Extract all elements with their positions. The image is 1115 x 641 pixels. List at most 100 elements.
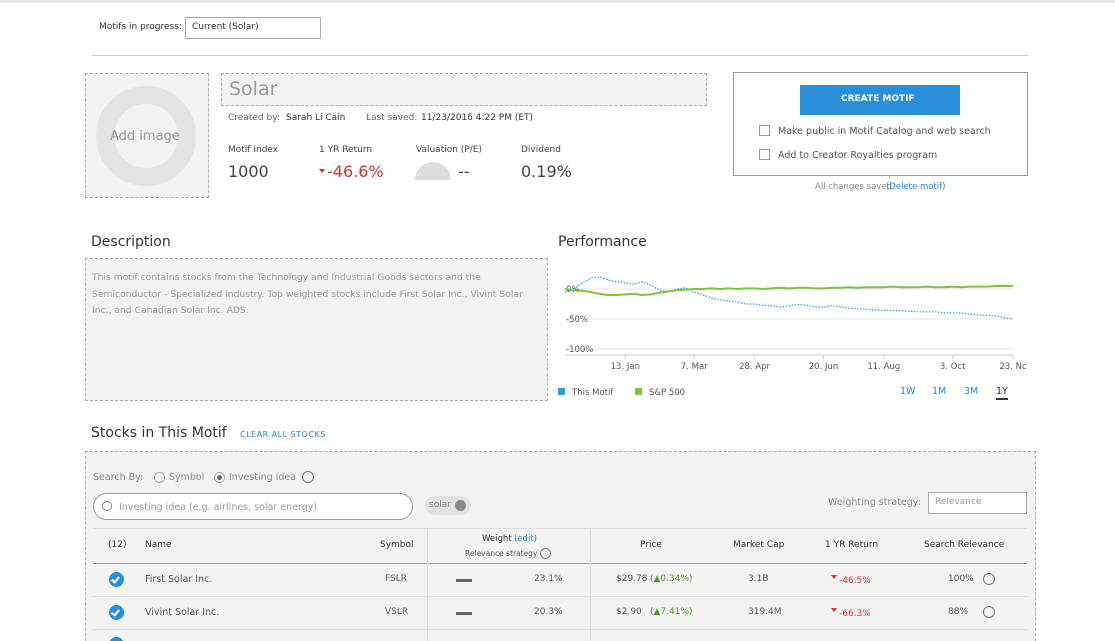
checkbox[interactable] <box>759 125 770 136</box>
label: Last saved: <box>366 113 418 123</box>
x-tick-label: 23. Nc <box>999 362 1027 372</box>
x-tick-label: 7. Mar <box>681 362 708 372</box>
help-icon <box>302 471 314 483</box>
weight: 23.1% <box>534 574 563 584</box>
edit-link[interactable]: (edit) <box>514 534 537 544</box>
stocks-box <box>85 451 1036 641</box>
col-head: Name <box>145 540 172 550</box>
market-cap: 319.4M <box>748 607 782 617</box>
tag-label: solar <box>429 500 451 510</box>
add-image[interactable]: Add image <box>110 129 180 144</box>
legend-swatch <box>635 388 642 395</box>
stat-value: -46.6% <box>319 164 384 180</box>
stat-label: 1 YR Return <box>319 145 373 155</box>
y-tick-label: -50% <box>566 315 588 325</box>
col-head: Symbol <box>380 540 414 550</box>
market-cap: 3.1B <box>748 574 769 584</box>
table-line <box>93 528 1027 529</box>
radio <box>214 472 225 483</box>
price-change: (▲7.41%) <box>650 607 693 617</box>
stock-name: Vivint Solar Inc. <box>145 607 220 618</box>
selected-check <box>109 572 124 587</box>
relevance: 100% <box>948 574 974 584</box>
x-tick-label: 13. Jan <box>611 362 640 372</box>
stat-label: Dividend <box>521 145 561 155</box>
col-head: Price <box>640 540 662 550</box>
info-icon <box>983 573 995 585</box>
row-line <box>93 629 1027 630</box>
heading: Description <box>91 234 171 250</box>
select-value: Relevance <box>935 497 982 507</box>
search-input[interactable] <box>93 493 413 520</box>
range-button[interactable]: 1M <box>932 386 947 397</box>
label: Weighting strategy: <box>828 497 921 508</box>
range-button[interactable]: 1W <box>900 386 916 397</box>
delete-link[interactable]: (Delete motif) <box>886 182 946 192</box>
weight-slider <box>456 612 472 615</box>
clear-link[interactable]: CLEAR ALL STOCKS <box>240 430 326 439</box>
radio <box>154 472 165 483</box>
title-box[interactable] <box>221 73 707 106</box>
creator: Sarah Li Cain <box>286 113 346 123</box>
col-sub: Relevance strategy <box>465 549 538 558</box>
motif-title: Solar <box>229 78 278 100</box>
image-box[interactable] <box>85 73 209 198</box>
range-button[interactable]: 1Y <box>996 387 1008 400</box>
return: -46.5% <box>831 575 871 586</box>
col-head: (12) <box>108 540 127 550</box>
col-head: Market Cap <box>733 540 785 550</box>
symbol: FSLR <box>385 574 407 584</box>
search-icon <box>102 501 112 511</box>
x-tick-label: 3. Oct <box>940 362 966 372</box>
stock-name: First Solar Inc. <box>145 574 213 585</box>
radio-label[interactable]: Investing idea <box>229 472 297 483</box>
table-line <box>93 563 1027 564</box>
weight: 20.3% <box>534 607 563 617</box>
x-tick-label: 11. Aug <box>867 362 900 372</box>
stat-label: Motif Index <box>228 145 279 155</box>
y-tick-label: -100% <box>566 345 593 355</box>
weighting-select[interactable] <box>928 492 1027 514</box>
selected-check <box>109 637 124 641</box>
range-button[interactable]: 3M <box>964 386 979 397</box>
valuation-gauge <box>415 162 451 180</box>
description-text: This motif contains stocks from the Tech… <box>92 272 523 316</box>
placeholder: Investing idea (e.g. airlines, solar ene… <box>119 502 318 513</box>
tag-remove <box>455 500 466 511</box>
option-label: Add to Creator Royalties program <box>778 150 938 161</box>
heading: Performance <box>558 234 647 250</box>
price-change: (▲0.34%) <box>650 574 693 584</box>
actions-box <box>733 72 1028 176</box>
stat-label: Valuation (P/E) <box>416 145 482 155</box>
price: $29.78 <box>616 574 648 584</box>
create-button[interactable] <box>800 85 960 115</box>
stat-value: 1000 <box>228 162 269 181</box>
radio-label[interactable]: Symbol <box>169 472 205 483</box>
stat-value: -- <box>458 162 470 181</box>
col-head: Weight <box>482 534 512 544</box>
x-tick-label: 28. Apr <box>739 362 770 372</box>
motif-select[interactable] <box>185 17 321 39</box>
legend-swatch <box>558 388 565 395</box>
stat-value: 0.19% <box>521 162 572 181</box>
select-value: Current (Solar) <box>192 22 259 32</box>
label: Motifs in progress: <box>99 22 182 32</box>
heading: Stocks in This Motif <box>91 425 227 441</box>
description-box[interactable] <box>85 258 548 401</box>
option-label: Make public in Motif Catalog and web sea… <box>778 126 991 137</box>
weight-slider <box>456 579 472 582</box>
row-line <box>93 596 1027 597</box>
last-saved: 11/23/2016 4:22 PM (ET) <box>421 113 534 123</box>
help-icon <box>540 548 551 559</box>
checkbox[interactable] <box>759 149 770 160</box>
top-bar <box>0 0 1115 3</box>
col-head: Search Relevance <box>924 540 1005 550</box>
column-line <box>590 528 591 641</box>
relevance: 88% <box>948 607 969 617</box>
create-label[interactable]: CREATE MOTIF <box>841 94 915 104</box>
divider <box>92 55 1028 56</box>
label: Search By: <box>93 472 144 483</box>
return: -66.3% <box>831 608 871 619</box>
